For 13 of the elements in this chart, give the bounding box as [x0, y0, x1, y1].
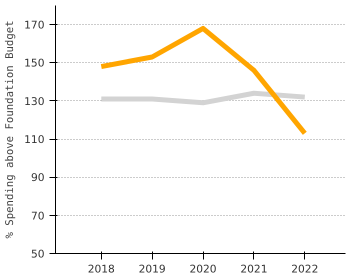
x-tick-label: 2019: [138, 262, 166, 275]
y-axis-title: % Spending above Foundation Budget: [3, 20, 16, 239]
y-tick-label: 90: [30, 171, 45, 184]
y-tick-label: 130: [24, 94, 45, 108]
x-tick-label: 2022: [291, 262, 318, 275]
y-tick-label: 150: [24, 56, 45, 70]
y-tick-label: 70: [30, 209, 45, 222]
y-tick-label: 110: [24, 133, 45, 146]
y-tick-label: 170: [24, 18, 45, 32]
x-tick-label: 2018: [88, 262, 116, 275]
x-tick-label: 2021: [240, 262, 268, 275]
y-tick-label: 50: [30, 248, 45, 260]
x-tick-label: 2020: [189, 262, 217, 275]
